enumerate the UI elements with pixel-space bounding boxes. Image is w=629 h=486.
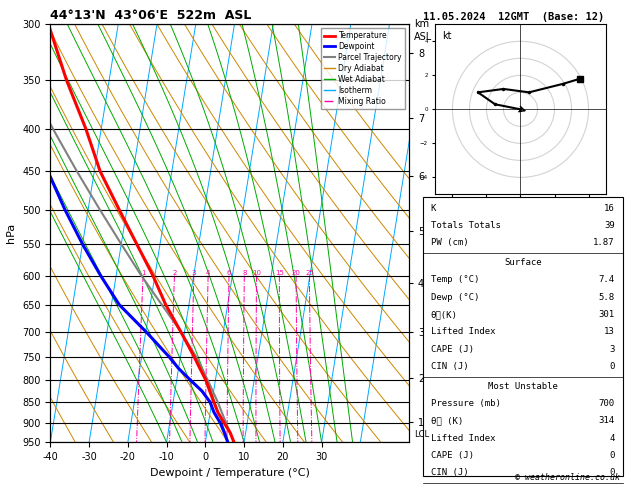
Text: 5.8: 5.8 [599, 293, 615, 302]
Text: 8: 8 [242, 270, 247, 276]
Text: Most Unstable: Most Unstable [487, 382, 558, 391]
Text: LCL: LCL [414, 431, 429, 439]
Text: PW (cm): PW (cm) [431, 239, 469, 247]
Text: Lifted Index: Lifted Index [431, 328, 495, 336]
Text: 16: 16 [604, 204, 615, 213]
Text: CIN (J): CIN (J) [431, 362, 469, 371]
Text: 0: 0 [610, 362, 615, 371]
Text: Totals Totals: Totals Totals [431, 221, 501, 230]
Text: kt: kt [442, 31, 452, 41]
Text: 3: 3 [192, 270, 196, 276]
Text: Temp (°C): Temp (°C) [431, 276, 479, 284]
Text: 25: 25 [305, 270, 314, 276]
Text: ASL: ASL [414, 32, 432, 42]
Text: 314: 314 [599, 416, 615, 425]
Legend: Temperature, Dewpoint, Parcel Trajectory, Dry Adiabat, Wet Adiabat, Isotherm, Mi: Temperature, Dewpoint, Parcel Trajectory… [321, 28, 405, 109]
Text: 20: 20 [292, 270, 301, 276]
Text: θᴄ (K): θᴄ (K) [431, 416, 463, 425]
Text: CAPE (J): CAPE (J) [431, 345, 474, 354]
Text: 4: 4 [206, 270, 210, 276]
Text: 1: 1 [141, 270, 145, 276]
Text: Surface: Surface [504, 258, 542, 267]
Text: 4: 4 [610, 434, 615, 443]
X-axis label: Dewpoint / Temperature (°C): Dewpoint / Temperature (°C) [150, 468, 309, 478]
Text: 1.87: 1.87 [593, 239, 615, 247]
Text: Dewp (°C): Dewp (°C) [431, 293, 479, 302]
Text: 2: 2 [172, 270, 177, 276]
Text: 700: 700 [599, 399, 615, 408]
Text: θᴄ(K): θᴄ(K) [431, 310, 457, 319]
Text: 0: 0 [610, 468, 615, 477]
Text: 15: 15 [275, 270, 284, 276]
Text: 301: 301 [599, 310, 615, 319]
Text: 6: 6 [226, 270, 231, 276]
Text: 7.4: 7.4 [599, 276, 615, 284]
Text: km: km [414, 19, 429, 30]
Text: 44°13'N  43°06'E  522m  ASL: 44°13'N 43°06'E 522m ASL [50, 9, 252, 22]
Text: 3: 3 [610, 345, 615, 354]
Text: 11.05.2024  12GMT  (Base: 12): 11.05.2024 12GMT (Base: 12) [423, 12, 604, 22]
Text: CAPE (J): CAPE (J) [431, 451, 474, 460]
Text: 39: 39 [604, 221, 615, 230]
Text: 10: 10 [252, 270, 261, 276]
Y-axis label: hPa: hPa [6, 223, 16, 243]
Text: CIN (J): CIN (J) [431, 468, 469, 477]
Text: 0: 0 [610, 451, 615, 460]
Text: K: K [431, 204, 436, 213]
Text: 13: 13 [604, 328, 615, 336]
Text: © weatheronline.co.uk: © weatheronline.co.uk [515, 473, 620, 482]
Text: Pressure (mb): Pressure (mb) [431, 399, 501, 408]
Text: Lifted Index: Lifted Index [431, 434, 495, 443]
